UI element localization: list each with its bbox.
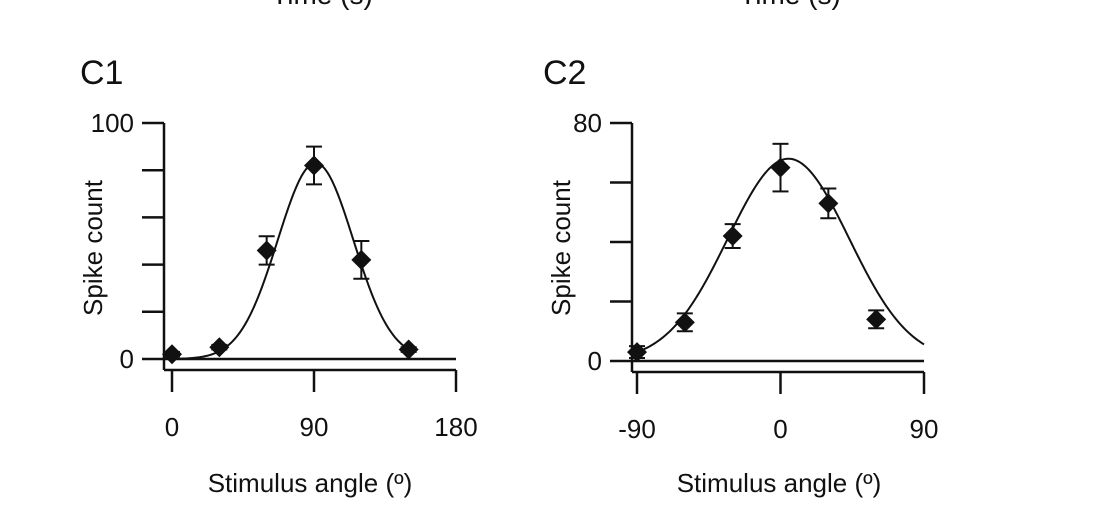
x-axis-label: Stimulus angle (º) bbox=[208, 468, 413, 498]
chart-panel-c1: C1 Spike count Stimulus angle (º) 0 100 0 9… bbox=[78, 54, 478, 498]
x-tick-label: 90 bbox=[300, 412, 329, 442]
x-tick-label: 0 bbox=[773, 414, 787, 444]
panel-label: C2 bbox=[543, 54, 586, 92]
x-tick-label: 180 bbox=[434, 412, 477, 442]
data-point-diamond bbox=[770, 157, 791, 178]
y-tick-label: 100 bbox=[91, 108, 134, 138]
data-point-diamond bbox=[627, 342, 647, 363]
data-point-diamond bbox=[818, 193, 839, 214]
data-point-diamond bbox=[256, 240, 277, 261]
data-point-diamond bbox=[304, 155, 324, 176]
panel-label: C1 bbox=[80, 54, 123, 92]
y-axis-label: Spike count bbox=[78, 179, 108, 316]
data-point-diamond bbox=[209, 337, 230, 358]
data-point-diamond bbox=[398, 339, 419, 360]
x-axis-label: Stimulus angle (º) bbox=[677, 468, 882, 498]
y-tick-label: 0 bbox=[120, 344, 134, 374]
data-point-diamond bbox=[351, 249, 372, 270]
x-tick-label: -90 bbox=[618, 414, 656, 444]
y-axis-label: Spike count bbox=[546, 179, 576, 316]
y-tick-label: 80 bbox=[573, 108, 602, 138]
top-cropped-label-left: Time (s) bbox=[271, 0, 373, 10]
data-point-diamond bbox=[866, 309, 887, 330]
fit-curve bbox=[179, 162, 413, 360]
data-point-diamond bbox=[162, 344, 182, 365]
x-tick-label: 0 bbox=[165, 412, 179, 442]
y-tick-label: 0 bbox=[588, 346, 602, 376]
top-cropped-label-right: Time (s) bbox=[739, 0, 841, 10]
data-point-diamond bbox=[722, 226, 743, 247]
chart-panel-c2: C2 Spike count Stimulus angle (º) 0 80 -90… bbox=[543, 54, 938, 498]
x-tick-label: 90 bbox=[910, 414, 939, 444]
data-point-diamond bbox=[674, 312, 695, 333]
